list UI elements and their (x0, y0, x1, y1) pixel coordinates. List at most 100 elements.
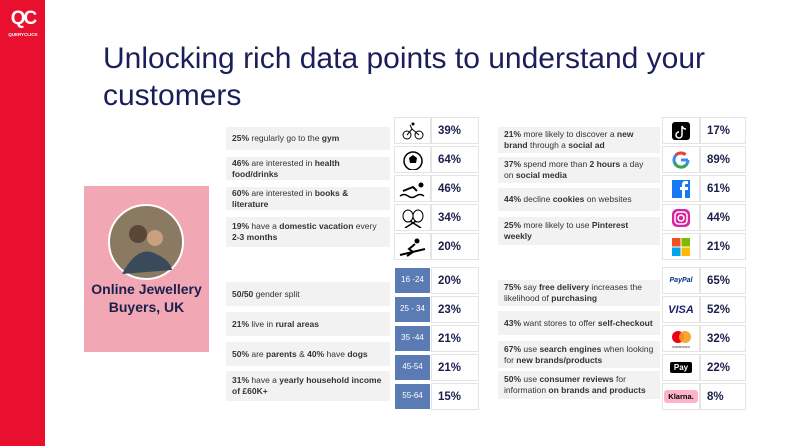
icon (394, 233, 431, 260)
fact-segment: health food/drinks (232, 157, 340, 179)
fact-segment: consumer reviews (539, 374, 614, 385)
age-stat: 21% (431, 325, 479, 352)
mastercard-circles (672, 331, 691, 343)
fact-segment: new brands/products (516, 354, 603, 365)
fact-segment: & (296, 348, 308, 359)
fact-segment: rural areas (275, 318, 319, 329)
interest-stat: 34% (431, 204, 479, 231)
fact-segment: 60% (232, 187, 250, 198)
fact-segment: on brands and products (548, 385, 646, 395)
payment-icon: VISA (662, 296, 700, 323)
red-bar (0, 0, 45, 446)
fact-segment: say (521, 282, 539, 293)
fact-segment: 25% (504, 220, 522, 231)
icon (394, 117, 431, 144)
fact-segment: yearly household income of £60K+ (232, 375, 382, 396)
interest-stat: 64% (431, 146, 479, 173)
age-stat: 21% (431, 354, 479, 381)
social-stat: 89% (700, 146, 746, 173)
fact-segment: dogs (347, 348, 368, 359)
fact-segment: free delivery (538, 282, 590, 293)
fact-row: 50/50 gender split (226, 282, 390, 306)
fact-segment: 40% (307, 348, 325, 359)
fact-segment: every (353, 221, 377, 232)
age-group: 25 - 34 (394, 296, 431, 323)
icon-graphic (402, 122, 424, 139)
fact-segment: live in (249, 318, 276, 329)
fact-segment: 31% (232, 375, 250, 386)
logo-mark: QC (10, 8, 38, 29)
interest-stat: 20% (431, 233, 479, 260)
fact-row: 21% more likely to discover a new brand … (498, 127, 660, 153)
fact-segment: 21% (504, 129, 522, 140)
fact-row: 67% use search engines when looking for … (498, 341, 660, 368)
social-stat: 61% (700, 175, 746, 202)
payment-stat: 32% (700, 325, 746, 352)
payment-stat: 65% (700, 267, 746, 294)
fact-text: 46% are interested in health food/drinks (232, 158, 384, 179)
fact-row: 25% regularly go to the gym (226, 127, 390, 150)
social-stat: 44% (700, 204, 746, 231)
icon (394, 175, 431, 202)
icon (662, 175, 700, 202)
fact-text: 25% regularly go to the gym (232, 133, 339, 144)
fact-row: 31% have a yearly household income of £6… (226, 371, 390, 401)
icon (662, 117, 700, 144)
fact-segment: 2 hours (589, 159, 621, 170)
interest-stat: 39% (431, 117, 479, 144)
fact-row: 25% more likely to use Pinterest weekly (498, 217, 660, 245)
age-group: 45-54 (394, 354, 431, 381)
fact-segment: gym (321, 133, 340, 144)
fact-row: 44% decline cookies on websites (498, 188, 660, 211)
fact-segment: domestic vacation (279, 221, 354, 232)
fact-row: 21% live in rural areas (226, 312, 390, 336)
fact-segment: a day on (504, 159, 644, 180)
fact-segment: have a (249, 221, 280, 232)
fact-segment: cookies (552, 194, 585, 205)
payment-label: VISA (668, 303, 694, 316)
fact-segment: have a (249, 375, 280, 386)
payment-icon: mastercard (662, 325, 700, 352)
logo-name: QUERYCLICK (8, 32, 38, 37)
icon-graphic (399, 238, 426, 257)
age-stat: 20% (431, 267, 479, 294)
fact-segment: self-checkout (597, 317, 653, 328)
social-stat: 21% (700, 233, 746, 260)
fact-segment: Pinterest weekly (504, 220, 629, 241)
fact-text: 67% use search engines when looking for … (504, 344, 654, 365)
icon-graphic (399, 182, 425, 198)
fact-segment: use (521, 343, 540, 354)
fact-segment: 2-3 months (232, 232, 278, 242)
fact-segment: when looking for (504, 343, 654, 365)
fact-text: 21% live in rural areas (232, 319, 319, 330)
payment-label: Klarna. (664, 390, 698, 403)
icon-graphic (672, 121, 690, 140)
fact-row: 50% use consumer reviews for information… (498, 371, 660, 399)
payment-icon: Pay (662, 354, 700, 381)
persona-label: Online Jewellery Buyers, UK (91, 281, 202, 315)
fact-row: 19% have a domestic vacation every 2-3 m… (226, 217, 390, 247)
age-group: 55-64 (394, 383, 431, 410)
title: Unlocking rich data points to understand… (103, 42, 706, 112)
fact-segment: social ad (568, 140, 605, 150)
fact-segment: 37% (504, 159, 522, 170)
fact-text: 50/50 gender split (232, 289, 300, 300)
payment-stat: 52% (700, 296, 746, 323)
interest-stat: 46% (431, 175, 479, 202)
fact-segment: 67% (504, 343, 522, 354)
fact-segment: 46% (232, 157, 250, 168)
icon (662, 204, 700, 231)
payment-icon: PayPal (662, 267, 700, 294)
fact-segment: 44% (504, 194, 522, 205)
payment-stat: 8% (700, 383, 746, 410)
icon-graphic (672, 179, 690, 198)
fact-segment: are interested in (249, 187, 315, 198)
fact-row: 50% are parents & 40% have dogs (226, 342, 390, 366)
social-stat: 17% (700, 117, 746, 144)
fact-segment: 21% (232, 318, 250, 329)
icon-graphic (402, 209, 424, 228)
fact-segment: regularly go to the (249, 133, 322, 144)
payment-label: PayPal (669, 277, 693, 284)
fact-text: 31% have a yearly household income of £6… (232, 375, 384, 396)
